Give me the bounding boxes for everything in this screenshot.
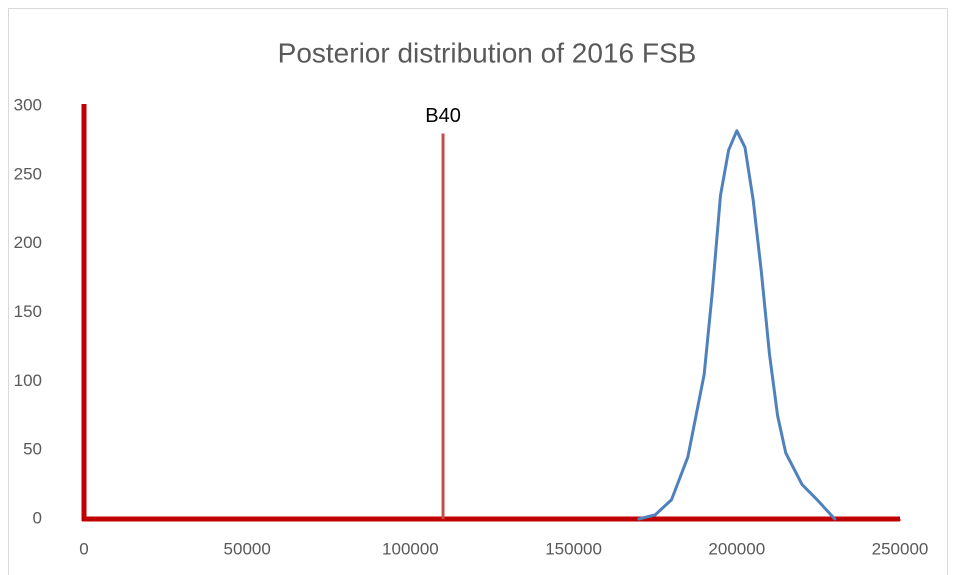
- y-tick-label: 300: [14, 95, 42, 114]
- y-tick-label: 0: [33, 508, 42, 527]
- y-tick-label: 200: [14, 233, 42, 252]
- x-tick-label: 150000: [545, 539, 602, 558]
- data-line: [637, 129, 837, 521]
- x-tick-label: 0: [79, 539, 88, 558]
- x-tick-label: 250000: [872, 539, 929, 558]
- x-tick-label: 50000: [224, 539, 271, 558]
- reference-label: B40: [425, 105, 461, 127]
- chart-frame: [8, 8, 948, 575]
- chart-title: Posterior distribution of 2016 FSB: [278, 37, 697, 68]
- x-tick-label: 100000: [382, 539, 439, 558]
- x-tick-label: 200000: [708, 539, 765, 558]
- y-tick-label: 150: [14, 302, 42, 321]
- y-tick-label: 250: [14, 164, 42, 183]
- y-tick-label: 50: [23, 440, 42, 459]
- y-tick-label: 100: [14, 371, 42, 390]
